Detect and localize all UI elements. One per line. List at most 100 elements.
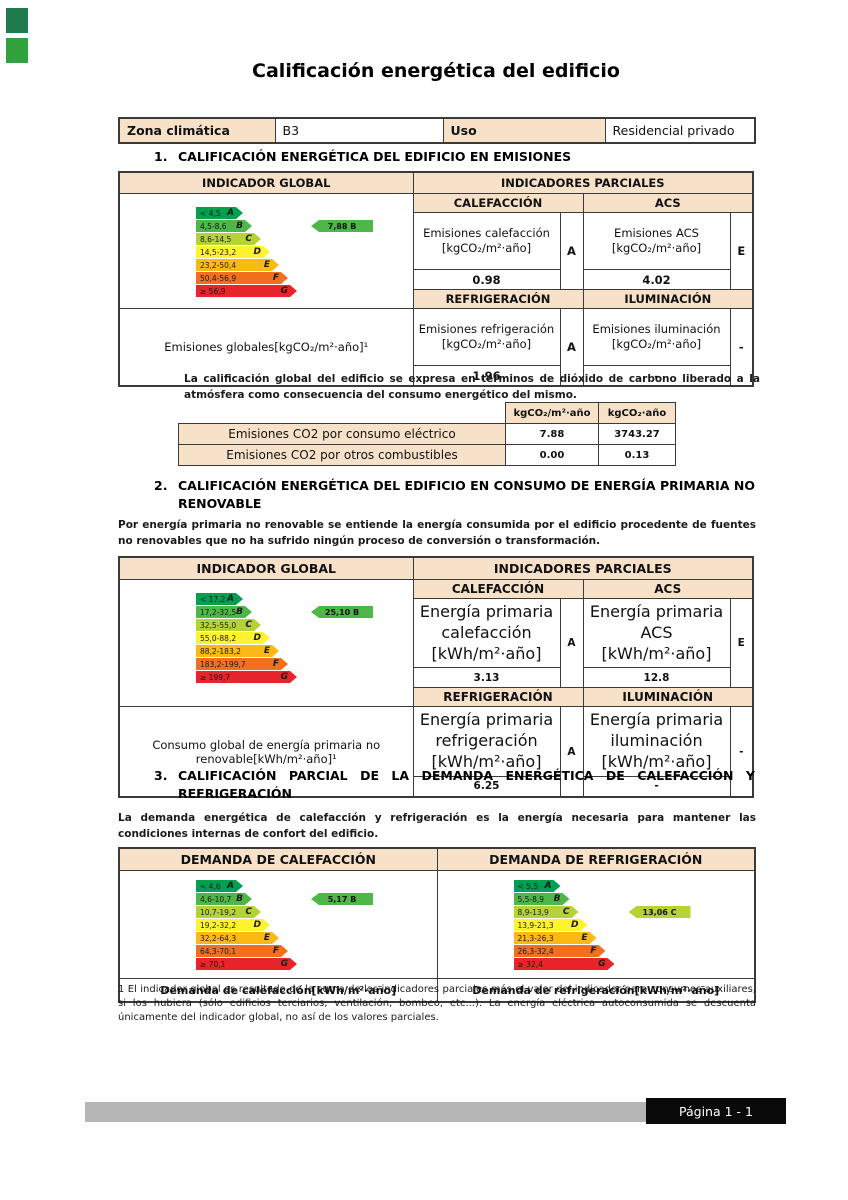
- acs-value: 4.02: [582, 269, 731, 290]
- scale-band-B: 4,5-8,6 B: [196, 220, 252, 232]
- scale-band-A: < 5,5 A: [514, 880, 561, 892]
- primary-energy-global-chart-cell: < 17,2 A 17,2-32,5 B 32,5-55,0 C 55,0-88,2 D 88,…: [118, 578, 414, 708]
- band-range-label: 55,0-88,2: [200, 633, 237, 643]
- band-range-label: 4,6-10,7: [200, 894, 232, 904]
- band-range-label: 17,2-32,5: [200, 607, 237, 617]
- global-indicator-header: INDICADOR GLOBAL: [118, 171, 414, 194]
- band-range-label: 14,5-23,2: [200, 247, 237, 257]
- band-letter-label: A: [227, 881, 234, 891]
- scale-band-F: 183,2-199,7 F: [196, 658, 288, 670]
- scale-band-G: ≥ 32,4 G: [514, 958, 615, 970]
- iluminacion-label: Energía primaria iluminación [kWh/m²·año…: [582, 706, 731, 777]
- primary-energy-rating-table: INDICADOR GLOBAL INDICADORES PARCIALES <…: [118, 556, 755, 798]
- refrigeracion-label: Emisiones refrigeración [kgCO₂/m²·año]: [412, 308, 561, 366]
- band-range-label: < 4,6: [200, 881, 221, 891]
- demanda-calefaccion-header: DEMANDA DE CALEFACCIÓN: [118, 847, 438, 871]
- emissions-rating-table: INDICADOR GLOBAL INDICADORES PARCIALES <…: [118, 171, 755, 387]
- scale-band-C: 10,7-19,2 C: [196, 906, 261, 918]
- band-letter-label: G: [280, 959, 288, 969]
- acs-letter: E: [729, 212, 754, 290]
- partial-indicators-header: INDICADORES PARCIALES: [412, 171, 754, 194]
- demanda-refrigeracion-header: DEMANDA DE REFRIGERACIÓN: [436, 847, 756, 871]
- band-letter-label: A: [227, 594, 234, 604]
- scale-band-F: 26,3-32,4 F: [514, 945, 606, 957]
- band-range-label: < 17,2: [200, 594, 226, 604]
- primary-energy-rating-chart: < 17,2 A 17,2-32,5 B 32,5-55,0 C 55,0-88,2 D 88,…: [121, 581, 412, 689]
- demand-table: DEMANDA DE CALEFACCIÓN DEMANDA DE REFRIG…: [118, 847, 756, 1003]
- band-range-label: 13,9-21,3: [517, 920, 554, 930]
- acs-letter: E: [729, 597, 754, 689]
- calefaccion-value: 3.13: [412, 667, 561, 689]
- uso-label: Uso: [442, 117, 606, 144]
- calefaccion-letter: A: [559, 597, 584, 689]
- footer-bar: [85, 1102, 646, 1122]
- corner-mark-bottom: [6, 38, 28, 63]
- band-range-label: 5,5-8,9: [517, 894, 545, 904]
- scale-band-D: 55,0-88,2 D: [196, 632, 270, 644]
- band-letter-label: D: [571, 920, 579, 930]
- rating-marker: 13,06 C: [628, 906, 691, 918]
- emissions-value-m2: 7.88: [505, 423, 599, 445]
- scale-band-D: 14,5-23,2 D: [196, 246, 270, 258]
- band-range-label: ≥ 56,9: [200, 286, 226, 296]
- band-range-label: 23,2-50,4: [200, 260, 237, 270]
- band-letter-label: E: [263, 260, 270, 270]
- band-range-label: 183,2-199,7: [200, 659, 246, 669]
- emissions-row: Emisiones CO2 por consumo eléctrico 7.88 3…: [178, 423, 676, 445]
- band-letter-label: B: [236, 607, 243, 617]
- band-letter-label: C: [562, 907, 570, 917]
- scale-band-B: 17,2-32,5 B: [196, 606, 252, 618]
- scale-band-E: 32,2-64,3 E: [196, 932, 279, 944]
- band-range-label: 64,3-70,1: [200, 946, 237, 956]
- rating-marker: 7,88 B: [311, 220, 373, 232]
- scale-band-E: 88,2-183,2 E: [196, 645, 279, 657]
- band-letter-label: E: [263, 933, 270, 943]
- band-letter-label: A: [544, 881, 552, 891]
- acs-header: ACS: [582, 193, 754, 213]
- co2-col1-header: kgCO₂/m²·año: [505, 402, 599, 424]
- demanda-calefaccion-chart: < 4,6 A 4,6-10,7 B 10,7-19,2 C 19,2-32,2 D 32,2-…: [121, 872, 436, 976]
- scale-band-C: 32,5-55,0 C: [196, 619, 261, 631]
- emissions-rating-chart: < 4,5 A 4,5-8,6 B 8,6-14,5 C 14,5-23,2 D 23,2-50…: [121, 195, 412, 303]
- emisiones-globales-label: Emisiones globales[kgCO₂/m²·año]¹: [118, 308, 414, 387]
- band-range-label: 4,5-8,6: [200, 221, 227, 231]
- band-letter-label: F: [272, 273, 279, 283]
- rating-marker: 5,17 B: [311, 893, 373, 905]
- band-letter-label: D: [253, 633, 261, 643]
- band-letter-label: C: [245, 907, 252, 917]
- scale-band-D: 19,2-32,2 D: [196, 919, 270, 931]
- band-range-label: 8,6-14,5: [200, 234, 232, 244]
- refrigeracion-value: 6.25: [412, 775, 561, 798]
- iluminacion-header: ILUMINACIÓN: [582, 289, 754, 309]
- emissions-row: Emisiones CO2 por otros combustibles 0.00…: [178, 444, 676, 466]
- band-letter-label: G: [598, 959, 606, 969]
- section3-number: 3.: [154, 768, 168, 783]
- scale-band-E: 21,3-26,3 E: [514, 932, 597, 944]
- acs-label: Emisiones ACS [kgCO₂/m²·año]: [582, 212, 731, 270]
- demanda-refrigeracion-footer: Demanda de refrigeración[kWh/m²·año]: [436, 978, 756, 1003]
- scale-band-A: < 4,5 A: [196, 207, 243, 219]
- emissions-global-chart-cell: < 4,5 A 4,5-8,6 B 8,6-14,5 C 14,5-23,2 D 23,2-50…: [118, 193, 414, 309]
- band-range-label: 10,7-19,2: [200, 907, 237, 917]
- iluminacion-header: ILUMINACIÓN: [582, 687, 754, 708]
- section1-number: 1.: [154, 149, 168, 164]
- calefaccion-letter: A: [559, 212, 584, 290]
- band-letter-label: E: [263, 646, 270, 656]
- iluminacion-value: -: [582, 775, 731, 798]
- calefaccion-label: Emisiones calefacción [kgCO₂/m²·año]: [412, 212, 561, 270]
- scale-band-G: ≥ 70,1 G: [196, 958, 297, 970]
- acs-label: Energía primaria ACS [kWh/m²·año]: [582, 597, 731, 669]
- scale-band-C: 8,6-14,5 C: [196, 233, 261, 245]
- emissions-value-m2: 0.00: [505, 444, 599, 466]
- band-range-label: ≥ 70,1: [200, 959, 226, 969]
- band-range-label: ≥ 32,4: [517, 959, 543, 969]
- scale-band-A: < 17,2 A: [196, 593, 243, 605]
- acs-header: ACS: [582, 579, 754, 599]
- iluminacion-value: -: [582, 365, 731, 387]
- calefaccion-header: CALEFACCIÓN: [412, 579, 584, 599]
- zona-climatica-label: Zona climática: [118, 117, 276, 144]
- acs-value: 12.8: [582, 667, 731, 689]
- scale-band-D: 13,9-21,3 D: [514, 919, 588, 931]
- scale-band-F: 50,4-56,9 F: [196, 272, 288, 284]
- refrigeracion-header: REFRIGERACIÓN: [412, 289, 584, 309]
